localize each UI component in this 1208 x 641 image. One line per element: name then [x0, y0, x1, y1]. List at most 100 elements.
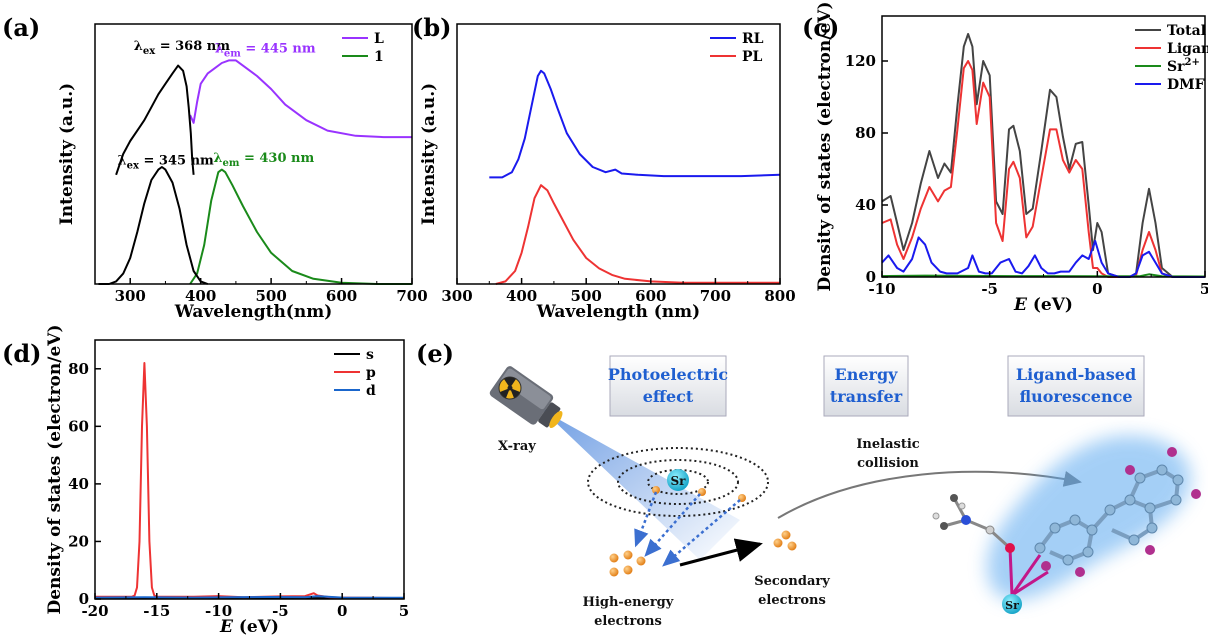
x-tick-label-0-1: 400	[185, 287, 216, 305]
xray-beam-icon	[532, 400, 740, 560]
panel-d-chart: -20 -15 -10 -5 0 5 0 20 40 60 80 E (eV) Density of s…	[45, 324, 409, 637]
plot-frame-0	[94, 23, 413, 285]
legend-label-0-1: 1	[374, 49, 384, 65]
x-tick-label-2-2: 0	[1092, 280, 1102, 298]
x-tick-label-3-5: 5	[399, 602, 409, 620]
inelastic-collision-arrow	[777, 470, 1082, 519]
high-energy-label-line2: electrons	[594, 614, 662, 629]
annotation-0-2: λex = 345 nm	[118, 153, 215, 171]
secondary-label-line2: electrons	[758, 593, 826, 608]
energy-transfer-label-line2: transfer	[830, 387, 903, 406]
y-tick-label-3-4: 80	[68, 360, 89, 378]
x-tick-label-1-5: 800	[764, 287, 795, 305]
legend-label-3-2: d	[366, 383, 376, 399]
x-tick-label-0-0: 300	[115, 287, 146, 305]
x-tick-label-2-1: -5	[981, 280, 998, 298]
series-line-0-1	[189, 168, 412, 285]
legend-label-2-0: Total	[1167, 23, 1206, 39]
y-axis-label-0: Intensity (a.u.)	[57, 83, 77, 225]
x-tick-label-2-3: 5	[1200, 280, 1208, 298]
panel-letter-d: (d)	[2, 339, 42, 368]
energy-transfer-label-line1: Energy	[835, 365, 899, 384]
sr-atom-label: Sr	[671, 474, 687, 488]
molecule-sr-atom	[1002, 594, 1022, 614]
x-tick-label-3-4: 0	[337, 602, 347, 620]
y-tick-label-3-1: 20	[68, 532, 89, 550]
legend-label-3-1: p	[366, 365, 376, 381]
series-line-0-2	[115, 64, 195, 176]
panel-letter-e: (e)	[416, 339, 454, 368]
x-tick-label-3-1: -15	[143, 602, 170, 620]
series-line-0-3	[98, 166, 209, 285]
x-tick-label-1-4: 700	[700, 287, 731, 305]
inelastic-label-line1: Inelastic	[856, 437, 919, 452]
series-line-1-1	[495, 184, 780, 285]
panel-b-chart: 300 400 500 600 700 800 Wavelength (nm) Intensi…	[419, 23, 796, 322]
series-line-2-2	[881, 273, 1206, 278]
x-tick-label-3-0: -20	[81, 602, 108, 620]
legend-label-1-0: RL	[742, 31, 764, 47]
x-tick-label-0-4: 700	[396, 287, 427, 305]
x-tick-label-0-2: 500	[255, 287, 286, 305]
legend-label-0-0: L	[374, 31, 384, 47]
fluorescence-label-line1: Ligand-based	[1016, 365, 1136, 384]
secondary-label-line1: Secondary	[754, 574, 830, 589]
y-tick-label-3-3: 60	[68, 417, 89, 435]
photoelectric-label-line2: effect	[643, 387, 694, 406]
y-tick-label-2-2: 80	[855, 124, 876, 142]
panel-c-chart: -10 -5 0 5 0 40 80 120 E (eV) Density of states (…	[815, 1, 1208, 315]
x-tick-label-1-1: 400	[506, 287, 537, 305]
series-line-3-2	[94, 595, 405, 599]
fluorescence-label-line2: fluorescence	[1019, 387, 1132, 406]
molecule-sr-label: Sr	[1005, 599, 1019, 612]
x-tick-label-0-3: 600	[326, 287, 357, 305]
plot-frame-2	[881, 15, 1206, 278]
panel-a-chart: 300 400 500 600 700 Wavelength(nm) Intensity (…	[57, 23, 428, 322]
xray-source-icon	[489, 366, 740, 560]
panel-letter-c: (c)	[802, 13, 839, 42]
fluorescence-box: Ligand-based fluorescence	[1007, 355, 1145, 417]
high-energy-electrons	[609, 550, 646, 577]
y-tick-label-2-1: 40	[855, 196, 876, 214]
x-tick-label-3-2: -10	[205, 602, 232, 620]
series-line-0-0	[189, 59, 412, 139]
photoelectric-box: Photoelectric effect	[608, 355, 728, 417]
legend-label-2-1: Ligand	[1167, 41, 1208, 57]
series-line-2-1	[881, 60, 1205, 278]
y-axis-label-1: Intensity (a.u.)	[419, 83, 439, 225]
annotation-0-0: λex = 368 nm	[134, 39, 231, 57]
annotation-0-3: λem = 430 nm	[213, 151, 314, 169]
panel-letter-a: (a)	[2, 13, 40, 42]
y-tick-label-2-3: 120	[845, 52, 876, 70]
x-tick-label-1-0: 300	[441, 287, 472, 305]
x-axis-label-0: Wavelength(nm)	[174, 302, 333, 322]
series-line-1-0	[489, 69, 781, 179]
legend-label-2-3: DMF	[1167, 77, 1205, 93]
high-energy-label-line1: High-energy	[583, 595, 674, 610]
y-tick-label-2-0: 0	[866, 268, 876, 286]
x-axis-label-1: Wavelength (nm)	[536, 302, 700, 322]
legend-label-3-0: s	[366, 347, 374, 363]
x-tick-label-2-0: -10	[868, 280, 895, 298]
y-axis-label-3: Density of states (electron/eV)	[45, 324, 65, 614]
y-axis-label-2: Density of states (electron/eV)	[815, 1, 835, 291]
xray-label: X-ray	[498, 439, 536, 454]
photoelectric-label-line1: Photoelectric	[608, 365, 728, 384]
series-line-3-1	[95, 362, 405, 600]
energy-transfer-box: Energy transfer	[823, 355, 909, 417]
sr-nucleus	[667, 469, 689, 491]
y-tick-label-3-2: 40	[68, 475, 89, 493]
inelastic-label-line2: collision	[857, 456, 919, 471]
panel-letter-b: (b)	[412, 13, 452, 42]
x-tick-label-1-3: 600	[635, 287, 666, 305]
legend-label-2-2: Sr2+	[1167, 57, 1200, 75]
ligand-molecule-illustration: Sr	[932, 435, 1201, 614]
y-tick-label-3-0: 0	[79, 590, 89, 608]
panel-e-schematic: (e) Photoelectric effect Energy transfer…	[416, 339, 1201, 629]
annotation-0-1: λem = 445 nm	[215, 42, 316, 60]
series-line-2-0	[881, 33, 1205, 278]
sr-atom-diagram: Sr	[587, 447, 769, 567]
plot-frame-1	[456, 23, 781, 285]
legend-label-1-1: PL	[742, 49, 763, 65]
